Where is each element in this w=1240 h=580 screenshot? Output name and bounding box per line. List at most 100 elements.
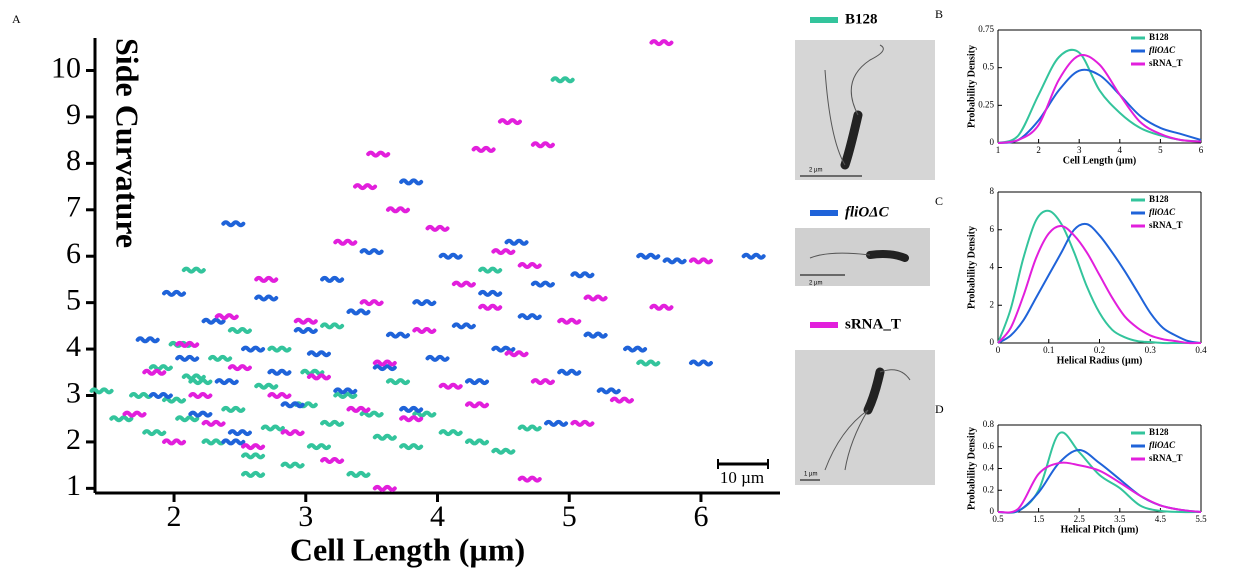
cell-glyph — [517, 262, 542, 269]
cell-glyph — [320, 275, 345, 283]
cell-glyph — [300, 368, 325, 376]
cell-glyph — [550, 76, 575, 84]
cell-glyph — [478, 266, 503, 274]
y-axis-title: Side Curvature — [110, 38, 146, 248]
density-line — [997, 222, 1202, 344]
cell-glyph — [89, 387, 114, 395]
y-tick-label: 9 — [66, 98, 81, 131]
y-tick-label: 0.2 — [983, 484, 994, 494]
cell-glyph — [267, 345, 292, 353]
cell-glyph — [530, 141, 555, 149]
cell-glyph — [306, 373, 331, 381]
cell-glyph — [438, 382, 463, 390]
cell-glyph — [162, 289, 187, 297]
cell-glyph — [570, 419, 595, 427]
cell-glyph — [142, 368, 167, 376]
cell-glyph — [557, 368, 582, 376]
cell-glyph — [320, 322, 345, 330]
cell-image — [840, 110, 863, 170]
cell-glyph — [517, 424, 542, 432]
cell-glyph — [122, 410, 147, 418]
cell-glyph — [306, 350, 331, 358]
cell-glyph — [175, 340, 200, 348]
cell-glyph — [471, 145, 496, 153]
cell-glyph — [129, 392, 154, 399]
cell-glyph — [293, 327, 318, 334]
cell-glyph — [372, 433, 397, 441]
cell-glyph — [517, 313, 542, 321]
x-tick-label: 4.5 — [1155, 514, 1167, 524]
density-line — [997, 224, 1202, 345]
x-tick-label: 6 — [1199, 145, 1204, 155]
y-tick-label: 0.6 — [983, 441, 995, 451]
cell-glyph — [208, 354, 233, 362]
cell-glyph — [497, 118, 522, 126]
cell-glyph — [504, 350, 529, 358]
y-tick-label: 3 — [66, 376, 81, 409]
x-tick-label: 1 — [996, 145, 1001, 155]
cell-glyph — [241, 470, 266, 478]
cell-glyph — [109, 415, 134, 423]
y-tick-label: 8 — [990, 186, 995, 196]
cell-glyph — [465, 438, 490, 446]
cell-glyph — [346, 470, 371, 478]
cell-glyph — [623, 345, 648, 353]
y-tick-label: 0.8 — [983, 419, 995, 429]
cell-glyph — [241, 452, 266, 460]
y-tick-label: 0 — [990, 506, 995, 516]
cell-glyph — [636, 359, 661, 367]
x-tick-label: 2 — [1036, 145, 1041, 155]
x-tick-label: 6 — [693, 500, 708, 533]
cell-glyph — [609, 396, 634, 404]
cell-glyph — [478, 303, 503, 311]
cell-glyph — [214, 378, 239, 386]
cell-image — [866, 250, 909, 262]
cell-glyph — [359, 299, 384, 307]
cell-glyph — [188, 410, 213, 418]
cell-glyph — [306, 443, 331, 451]
cell-glyph — [451, 322, 476, 330]
scale-label: 2 µm — [809, 168, 822, 174]
cell-glyph — [254, 382, 279, 390]
cell-glyph — [741, 252, 766, 260]
cell-glyph — [293, 401, 318, 409]
panel-label: C — [935, 194, 943, 208]
x-tick-label: 3.5 — [1114, 514, 1126, 524]
cell-image — [863, 367, 885, 415]
y-tick-label: 8 — [66, 144, 81, 177]
legend-label: fliOΔC — [1149, 45, 1176, 55]
cell-glyph — [221, 405, 246, 413]
x-tick-label: 2.5 — [1074, 514, 1086, 524]
cell-glyph — [320, 419, 345, 427]
legend-label: sRNA_T — [1149, 453, 1183, 463]
cell-glyph — [254, 275, 279, 283]
cell-glyph — [583, 331, 608, 339]
cell-glyph — [399, 178, 424, 186]
y-tick-label: 2 — [66, 423, 81, 456]
micrograph-label: B128 — [845, 11, 878, 27]
micrograph — [795, 228, 930, 286]
cell-glyph — [346, 405, 371, 413]
cell-glyph — [412, 327, 437, 334]
density-line — [997, 209, 1201, 345]
y-tick-label: 10 — [51, 51, 81, 84]
cell-glyph — [372, 484, 397, 492]
x-tick-label: 0.2 — [1094, 345, 1105, 355]
scale-label: 2 µm — [809, 281, 822, 287]
cell-glyph — [688, 359, 713, 367]
x-tick-label: 5 — [562, 500, 577, 533]
cell-glyph — [399, 415, 424, 423]
cell-glyph — [557, 317, 582, 325]
cell-glyph — [399, 405, 424, 413]
legend-label: B128 — [1149, 427, 1169, 437]
cell-glyph — [333, 238, 358, 246]
flagella — [824, 369, 911, 471]
cell-glyph — [583, 294, 608, 302]
cell-glyph — [162, 438, 187, 446]
cell-glyph — [451, 280, 476, 288]
cell-glyph — [385, 206, 410, 214]
x-tick-label: 5 — [1158, 145, 1163, 155]
panel-label: B — [935, 7, 943, 21]
cell-glyph — [688, 257, 713, 265]
cell-glyph — [491, 248, 516, 256]
